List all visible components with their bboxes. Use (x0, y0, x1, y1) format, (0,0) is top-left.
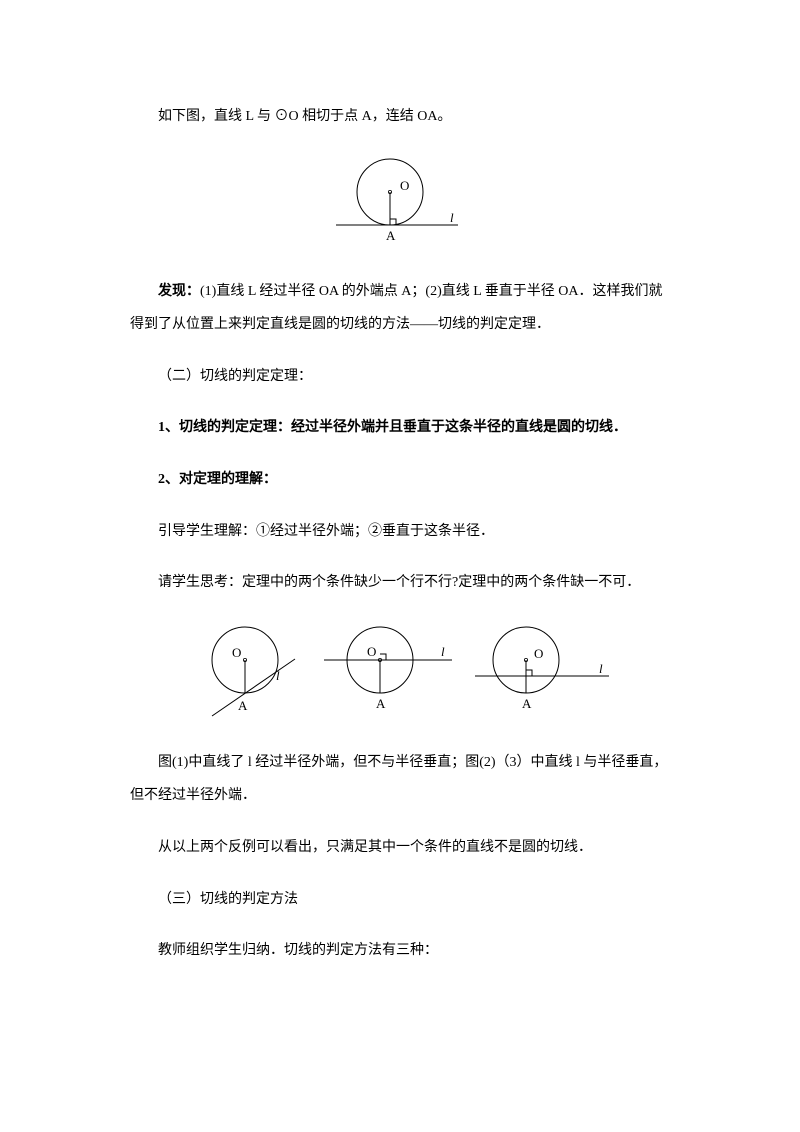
label-O-3: O (534, 646, 543, 661)
conclusion-paragraph: 从以上两个反例可以看出，只满足其中一个条件的直线不是圆的切线． (130, 831, 670, 865)
section-3-heading: （三）切线的判定方法 (130, 883, 670, 917)
figure-explain-paragraph: 图(1)中直线了 l 经过半径外端，但不与半径垂直；图(2)（3）中直线 l 与… (130, 746, 670, 813)
diagram-1-container: O A l (130, 152, 670, 247)
discover-text: (1)直线 L 经过半径 OA 的外端点 A；(2)直线 L 垂直于半径 OA．… (130, 284, 663, 333)
label-l-2: l (441, 644, 445, 659)
theorem-understanding-heading: 2、对定理的理解： (130, 463, 670, 497)
label-l: l (450, 210, 454, 225)
label-A-2: A (376, 696, 386, 711)
label-A: A (386, 228, 396, 243)
section-2-heading: （二）切线的判定定理： (130, 360, 670, 394)
label-O-2: O (367, 644, 376, 659)
teacher-paragraph: 教师组织学生归纳．切线的判定方法有三种： (130, 934, 670, 968)
theorem-1: 1、切线的判定定理：经过半径外端并且垂直于这条半径的直线是圆的切线． (130, 411, 670, 445)
label-O-1: O (232, 645, 241, 660)
intro-paragraph: 如下图，直线 L 与 ⊙O 相切于点 A，连结 OA。 (130, 100, 670, 134)
guide-paragraph: 引导学生理解：①经过半径外端；②垂直于这条半径． (130, 515, 670, 549)
label-O: O (400, 178, 409, 193)
counter-example-diagram-1: O A l (190, 618, 305, 718)
label-l-1: l (276, 668, 280, 683)
counter-example-diagram-3: O A l (471, 618, 611, 718)
diagram-row-3: O A l O A l O A l (130, 618, 670, 718)
label-A-3: A (522, 696, 532, 711)
tangent-diagram-main: O A l (330, 152, 470, 247)
think-paragraph: 请学生思考：定理中的两个条件缺少一个行不行?定理中的两个条件缺一不可． (130, 566, 670, 600)
label-l-3: l (599, 661, 603, 676)
label-A-1: A (238, 698, 248, 713)
discover-label: 发现： (158, 284, 200, 299)
discover-paragraph: 发现：(1)直线 L 经过半径 OA 的外端点 A；(2)直线 L 垂直于半径 … (130, 275, 670, 342)
counter-example-diagram-2: O A l (320, 618, 455, 718)
